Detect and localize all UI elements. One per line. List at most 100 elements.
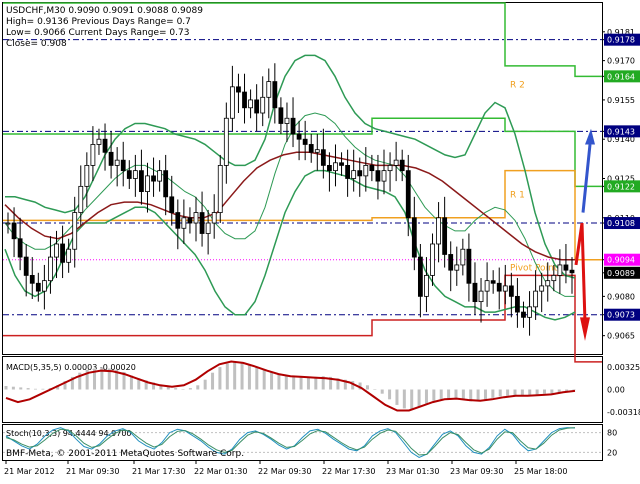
macd-histogram-bar <box>19 387 23 390</box>
candle-body <box>114 159 120 166</box>
macd-histogram-bar <box>115 369 119 390</box>
macd-histogram-bar <box>85 369 89 390</box>
candle-body <box>454 264 460 271</box>
macd-tick-label: 0.00325 <box>607 363 640 372</box>
candle-body <box>84 165 90 187</box>
candle-body <box>17 238 23 258</box>
candle-body <box>296 133 302 140</box>
low-line: Low= 0.9066 Current Days Range= 0.73 <box>6 28 189 38</box>
candle-body <box>448 254 454 271</box>
candle-body <box>369 165 375 172</box>
time-tick-label: 25 Mar 18:00 <box>514 467 567 476</box>
macd-plot: MACD(5,35,5) 0.00003 -0.00020 <box>4 360 576 412</box>
macd-histogram-bar <box>565 389 569 392</box>
macd-histogram-bar <box>78 372 82 390</box>
candle-body <box>496 282 502 292</box>
price-tag <box>604 308 640 321</box>
candle-body <box>211 212 217 224</box>
candle-body <box>327 165 332 172</box>
candle-body <box>163 170 169 198</box>
macd-histogram-bar <box>218 367 222 390</box>
macd-histogram-bar <box>26 388 30 390</box>
price-tag <box>604 70 640 83</box>
candle-body <box>472 282 478 303</box>
time-axis: 21 Mar 2012 21 Mar 09:30 21 Mar 17:30 22 Ma… <box>4 461 567 476</box>
macd-histogram-bar <box>174 388 178 390</box>
candle-body <box>229 86 235 119</box>
macd-histogram-bar <box>380 389 384 394</box>
price-tick-label: 0.9080 <box>607 292 635 301</box>
candle-body <box>284 117 290 124</box>
candle-body <box>278 107 284 124</box>
stoch-tick-label: 20 <box>607 448 617 457</box>
candle-body <box>193 212 199 224</box>
candle-body <box>302 138 308 145</box>
macd-histogram-bar <box>424 389 428 404</box>
candle-body <box>5 222 11 225</box>
candle-body <box>78 185 84 213</box>
price-tag-label: 0.9178 <box>607 36 635 45</box>
candle-body <box>563 264 569 271</box>
candle-body <box>108 151 114 166</box>
candle-body <box>478 290 484 303</box>
candle-body <box>260 96 266 114</box>
candle-body <box>508 285 514 297</box>
price-tag-label: 0.9164 <box>607 72 635 81</box>
macd-histogram-bar <box>439 389 443 400</box>
arrow-down-icon <box>580 317 590 341</box>
candle-body <box>217 165 223 213</box>
candle-body <box>417 256 423 297</box>
macd-histogram-bar <box>262 369 266 390</box>
price-tag <box>604 33 640 46</box>
candle-body <box>48 256 53 282</box>
macd-signal-line <box>5 360 576 412</box>
macd-histogram-bar <box>144 380 148 390</box>
copyright-text: BMF-Meta, © 2001-2011 MetaQuotes Softwar… <box>6 449 244 459</box>
macd-histogram-bar <box>351 381 355 390</box>
price-tag-label: 0.9094 <box>607 256 635 265</box>
candle-body <box>132 170 138 179</box>
candle-body <box>90 144 96 166</box>
macd-histogram-bar <box>306 377 310 390</box>
macd-histogram-bar <box>152 382 156 390</box>
candle-body <box>187 217 193 224</box>
macd-histogram-bar <box>122 372 126 390</box>
candle-body <box>363 165 369 177</box>
macd-tick-label: -0.00318 <box>607 408 640 417</box>
moving-average-line <box>4 151 575 261</box>
macd-histogram-bar <box>56 385 60 390</box>
candle-body <box>539 285 545 292</box>
macd-histogram-bar <box>491 389 495 398</box>
candle-body <box>551 275 557 282</box>
macd-histogram-bar <box>513 389 517 396</box>
pivot-line-r1 <box>3 117 602 188</box>
candle-body <box>357 170 363 177</box>
candle-body <box>339 162 344 166</box>
macd-histogram-bar <box>336 378 340 390</box>
candle-body <box>375 170 381 182</box>
candle-body <box>60 243 65 263</box>
candle-body <box>236 86 241 93</box>
candle-body <box>436 217 441 245</box>
symbol-line: USDCHF,M30 0.9090 0.9091 0.9088 0.9089 <box>6 6 203 16</box>
candle-body <box>35 282 41 292</box>
macd-histogram-bar <box>498 389 502 397</box>
candle-body <box>242 91 247 109</box>
stoch-signal-line <box>5 427 576 456</box>
macd-histogram-bar <box>129 375 133 390</box>
macd-histogram-bar <box>469 389 473 402</box>
macd-histogram-bar <box>528 389 532 396</box>
macd-histogram-bar <box>100 367 104 390</box>
macd-histogram-bar <box>402 389 406 409</box>
stoch-panel-frame <box>2 424 603 461</box>
macd-histogram-bar <box>520 389 524 396</box>
macd-histogram-bar <box>277 374 281 390</box>
macd-histogram-bar <box>506 389 510 396</box>
pivot-line-r2 <box>3 2 602 78</box>
time-tick-label: 21 Mar 17:30 <box>132 467 185 476</box>
macd-histogram-bar <box>557 389 561 393</box>
candle-body <box>54 243 59 258</box>
macd-histogram-bar <box>388 389 392 400</box>
